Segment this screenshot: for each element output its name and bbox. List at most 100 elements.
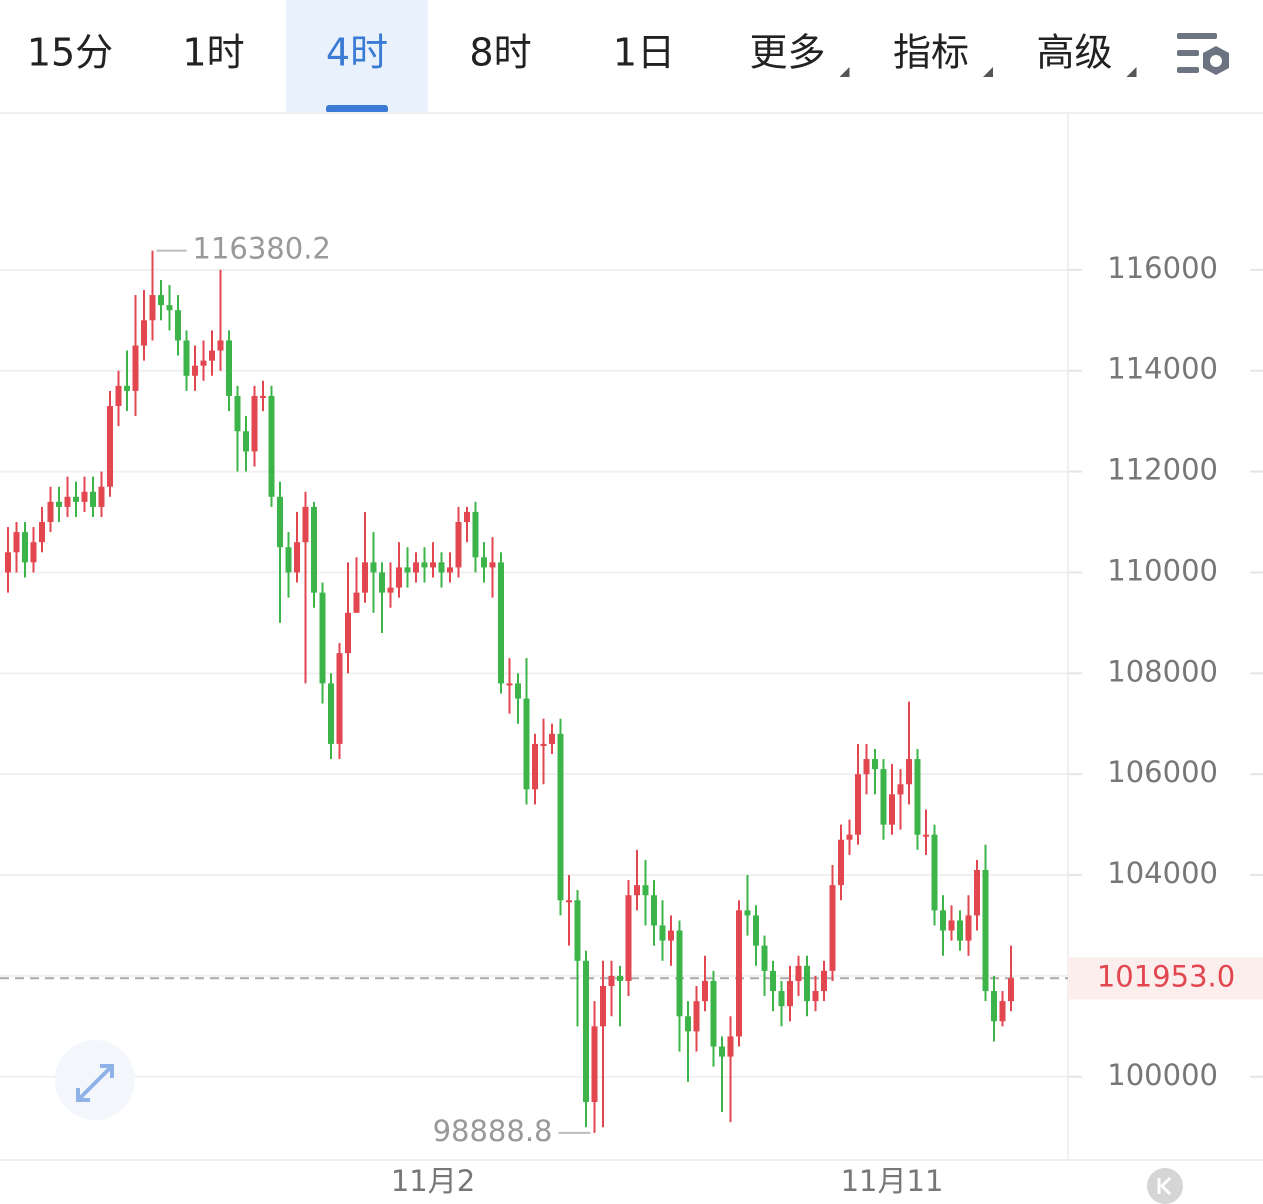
tab-label: 更多: [749, 31, 825, 75]
icon-bar: [1177, 67, 1199, 73]
candle-body: [923, 834, 929, 837]
candle-body: [141, 320, 147, 346]
tab[interactable]: 4时: [286, 0, 428, 113]
candle-body: [736, 910, 742, 1037]
candle-body: [336, 653, 343, 744]
candle-body: [515, 683, 521, 699]
candle-body: [39, 522, 45, 543]
candle-body: [532, 743, 538, 790]
dropdown-caret: [839, 67, 850, 77]
tab-underline: [326, 105, 388, 113]
candle-body: [659, 925, 666, 941]
k-button[interactable]: [1147, 1168, 1183, 1204]
candle-body: [948, 920, 955, 931]
candle-body: [685, 1016, 691, 1032]
candle-body: [158, 295, 164, 306]
y-tick-label: 104000: [1107, 856, 1218, 890]
candle-body: [234, 395, 241, 432]
tab-label: 4时: [326, 31, 388, 75]
candle-body: [574, 900, 581, 961]
tab[interactable]: 8时: [469, 31, 531, 75]
tab-label: 15分: [27, 31, 113, 75]
candle-body: [200, 360, 207, 366]
tab[interactable]: 指标: [893, 31, 993, 78]
candle-body: [506, 683, 513, 686]
candle-body: [744, 910, 751, 916]
k-icon: [1157, 1176, 1172, 1196]
candle-body: [821, 970, 827, 992]
candle-body: [498, 562, 504, 684]
candle-body: [192, 365, 198, 376]
candle-body: [1008, 978, 1014, 1002]
candle-body: [430, 562, 436, 568]
candle-body: [719, 1046, 725, 1057]
candle-body: [438, 562, 445, 573]
candle-body: [285, 547, 292, 573]
tab[interactable]: 15分: [27, 31, 113, 75]
settings-icon[interactable]: [1177, 33, 1229, 75]
candle-body: [98, 486, 105, 507]
candle-body: [702, 980, 708, 1002]
expand-icon: [76, 1064, 114, 1102]
candle-body: [353, 592, 360, 613]
candle-body: [345, 612, 351, 654]
candle-body: [362, 562, 368, 593]
candle-body: [251, 395, 258, 452]
candle-body: [413, 562, 419, 573]
tab[interactable]: 1时: [182, 31, 244, 75]
candle-body: [124, 385, 130, 391]
candle-body: [727, 1036, 734, 1057]
candle-body: [549, 733, 555, 744]
candle-body: [974, 870, 980, 916]
button-bg: [1147, 1168, 1183, 1204]
candle-body: [319, 592, 326, 684]
tab-label: 1时: [182, 31, 244, 75]
candle-body: [906, 759, 912, 785]
candle-body: [396, 567, 402, 588]
candle-body: [931, 834, 938, 911]
candle-body: [557, 733, 564, 901]
candle-body: [965, 915, 972, 941]
candle-body: [676, 930, 683, 1017]
candle-body: [982, 870, 989, 992]
tab-bar: 15分 1时 4时 8时 1日 更多 指标 高级: [27, 0, 1137, 113]
candle-body: [889, 794, 895, 825]
last-price-tag: [1068, 957, 1263, 1000]
tab[interactable]: 高级: [1036, 31, 1137, 78]
expand-button[interactable]: [55, 1040, 135, 1120]
candle-body: [812, 991, 819, 1002]
candle-body: [13, 532, 20, 553]
candle-body: [370, 562, 377, 573]
tab-label: 高级: [1036, 31, 1112, 75]
y-tick-label: 116000: [1107, 251, 1218, 285]
x-tick-label: 11月11: [841, 1164, 944, 1198]
candle-body: [625, 895, 632, 981]
candle-body: [226, 340, 232, 396]
low-annotation: 98888.8: [433, 1114, 553, 1148]
candle-body: [379, 572, 385, 593]
candle-body: [464, 511, 470, 523]
candle-body: [778, 991, 785, 1007]
candle-body: [30, 542, 37, 563]
icon-hole: [1210, 55, 1222, 67]
candle-body: [591, 1026, 598, 1103]
candle-body: [566, 900, 572, 903]
candle-body: [914, 759, 921, 835]
tab[interactable]: 更多: [749, 31, 850, 78]
icon-bar: [1177, 50, 1199, 56]
tab[interactable]: 1日: [613, 31, 675, 75]
tab-label: 指标: [893, 31, 969, 75]
y-tick-label: 106000: [1107, 755, 1218, 789]
candle-body: [753, 915, 759, 946]
candle-body: [489, 562, 496, 568]
candle-body: [472, 511, 479, 558]
candle-body: [634, 885, 640, 896]
candle-body: [540, 743, 547, 746]
button-bg: [55, 1040, 135, 1120]
candle-body: [175, 310, 181, 341]
candle-body: [166, 305, 173, 311]
candle-body: [243, 431, 249, 452]
candle-body: [693, 1001, 700, 1032]
